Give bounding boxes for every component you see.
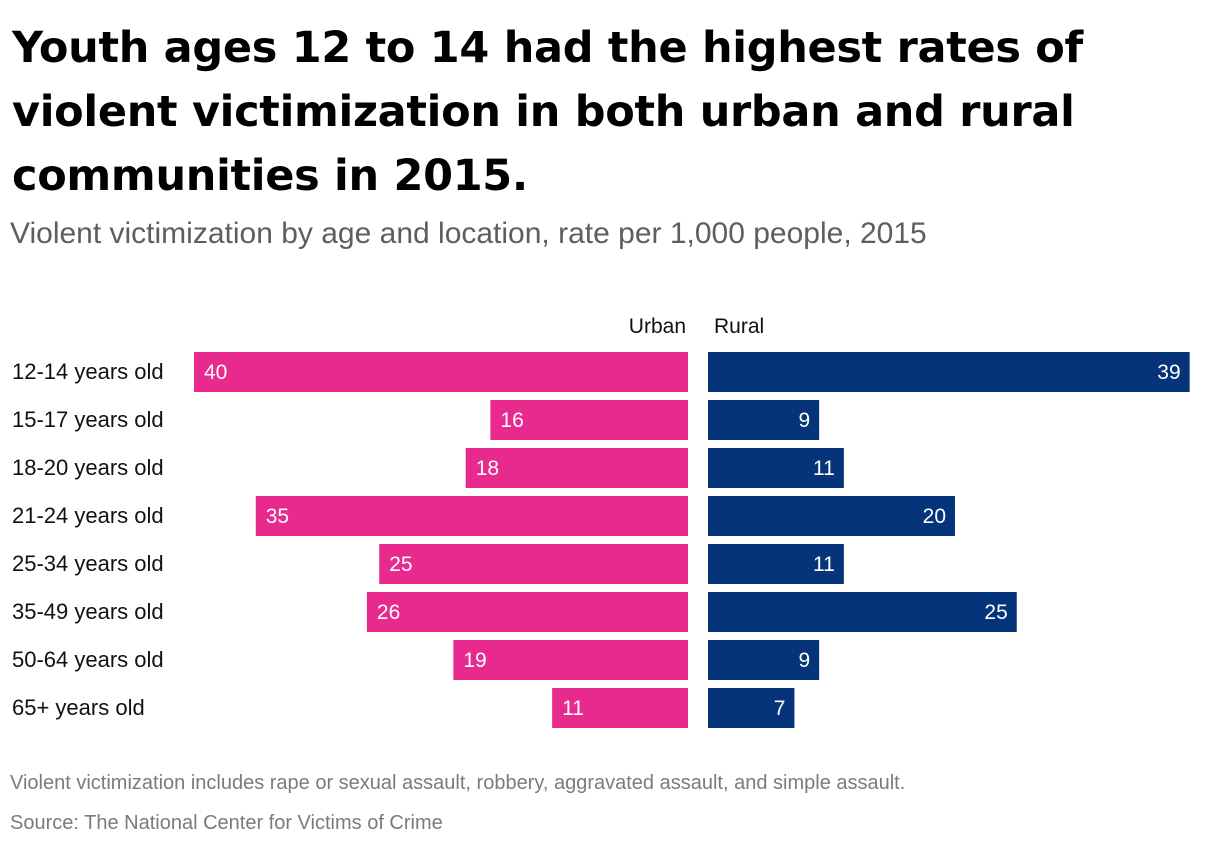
urban-bar — [453, 640, 688, 680]
urban-value-label: 40 — [204, 361, 227, 384]
category-label: 25-34 years old — [12, 551, 164, 576]
chart-subtitle: Violent victimization by age and locatio… — [10, 217, 927, 250]
urban-value-label: 16 — [500, 409, 523, 432]
urban-bar — [465, 448, 688, 488]
urban-value-label: 26 — [377, 601, 400, 624]
category-labels: 12-14 years old 15-17 years old 18-20 year… — [12, 359, 164, 720]
rural-value-label: 39 — [1157, 361, 1180, 384]
rural-bar — [708, 352, 1190, 392]
urban-value-label: 18 — [476, 457, 499, 480]
urban-value-label: 25 — [389, 553, 412, 576]
rural-bar — [708, 400, 820, 440]
rural-value-label: 20 — [923, 505, 946, 528]
urban-value-label: 11 — [562, 697, 584, 720]
chart-title: Youth ages 12 to 14 had the highest rate… — [12, 23, 1083, 201]
rural-value-label: 11 — [813, 457, 835, 480]
series-headers: Urban Rural — [629, 315, 764, 338]
rural-series-header: Rural — [714, 315, 764, 338]
rural-bar — [708, 496, 955, 536]
rural-bar — [708, 640, 820, 680]
rural-value-label: 25 — [984, 601, 1007, 624]
urban-value-label: 35 — [266, 505, 289, 528]
urban-series: 40 16 18 35 25 26 19 11 — [194, 352, 688, 728]
rural-bar — [708, 544, 844, 584]
diverging-bar-chart: Urban Rural 12-14 years old 15-17 years ol… — [12, 315, 1190, 728]
urban-bar — [366, 592, 688, 632]
category-label: 65+ years old — [12, 695, 145, 720]
category-label: 18-20 years old — [12, 455, 164, 480]
rural-series: 39 9 11 20 11 25 9 7 — [708, 352, 1190, 728]
urban-series-header: Urban — [629, 315, 686, 338]
urban-bar — [490, 400, 688, 440]
category-label: 12-14 years old — [12, 359, 164, 384]
urban-value-label: 19 — [463, 649, 486, 672]
category-label: 50-64 years old — [12, 647, 164, 672]
category-label: 35-49 years old — [12, 599, 164, 624]
footnote: Violent victimization includes rape or s… — [10, 772, 906, 794]
rural-value-label: 9 — [798, 409, 810, 432]
rural-value-label: 7 — [774, 697, 786, 720]
rural-bar — [708, 688, 795, 728]
urban-bar — [194, 352, 688, 392]
category-label: 21-24 years old — [12, 503, 164, 528]
urban-bar — [379, 544, 688, 584]
rural-bar — [708, 448, 844, 488]
urban-bar — [255, 496, 688, 536]
rural-bar — [708, 592, 1017, 632]
category-label: 15-17 years old — [12, 407, 164, 432]
urban-bar — [552, 688, 688, 728]
rural-value-label: 11 — [813, 553, 835, 576]
source-note: Source: The National Center for Victims … — [10, 812, 443, 834]
rural-value-label: 9 — [798, 649, 810, 672]
